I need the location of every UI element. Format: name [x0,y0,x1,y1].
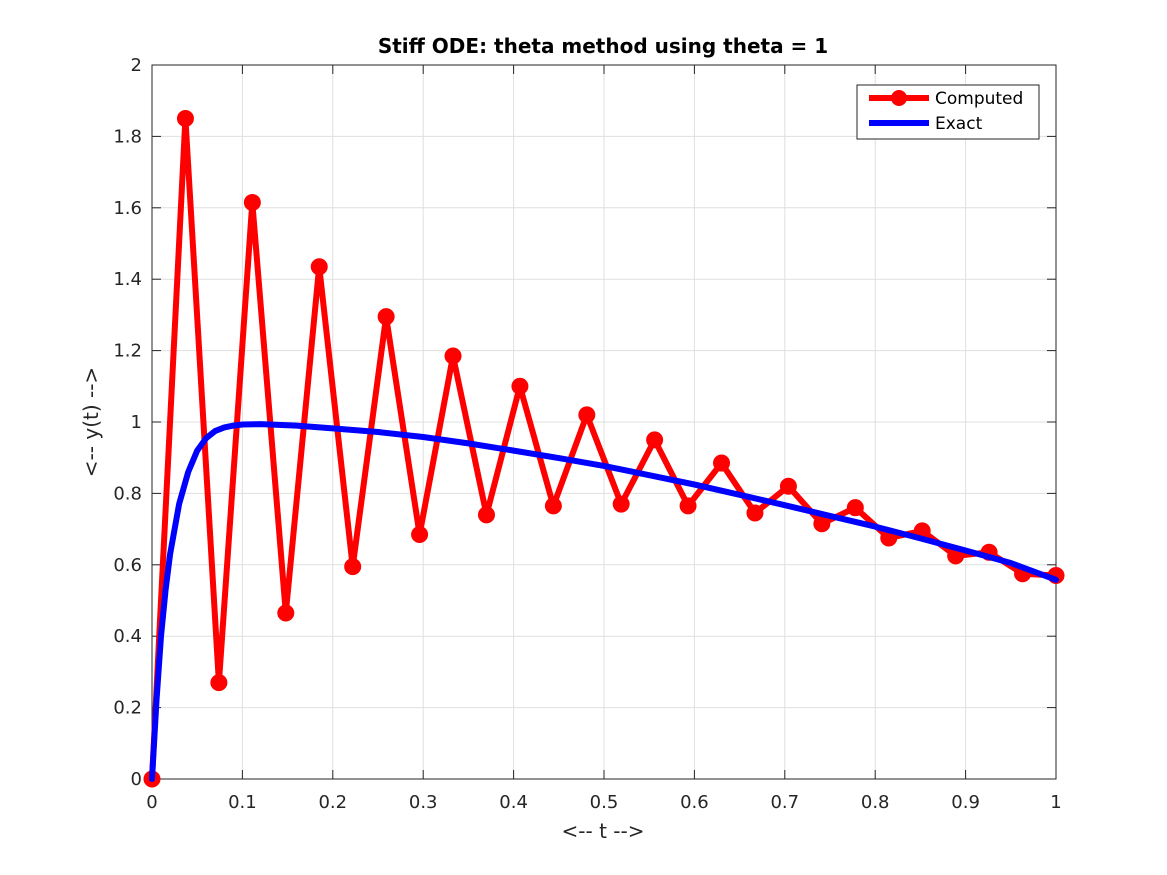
data-point-computed [310,258,328,276]
y-tick-label: 2 [131,55,142,76]
data-point-computed [210,674,228,692]
legend-computed-marker [891,90,907,106]
series-layer [143,110,1065,788]
data-point-computed [377,308,395,326]
data-point-computed [511,377,529,395]
data-point-computed [779,477,797,495]
x-tick-label: 0.8 [861,792,890,813]
data-point-computed [578,406,596,424]
y-tick-label: 0.4 [113,626,142,647]
x-tick-label: 0.6 [680,792,709,813]
legend: Computed Exact [856,84,1040,140]
x-axis-label: <-- t --> [562,819,645,843]
x-tick-label: 0.7 [770,792,799,813]
y-tick-label: 1 [131,412,142,433]
data-point-computed [746,504,764,522]
x-tick-label: 0.1 [228,792,257,813]
y-axis-label: <-- y(t) --> [79,367,103,477]
y-tick-label: 0.2 [113,698,142,719]
data-point-computed [243,193,261,211]
data-point-computed [277,604,295,622]
series-line-exact [149,421,1059,782]
x-tick-label: 0 [146,792,157,813]
y-tick-label: 1.8 [113,126,142,147]
y-tick-label: 1.6 [113,198,142,219]
data-point-computed [444,347,462,365]
legend-box [856,84,1040,140]
grid [151,64,1057,780]
data-point-computed [344,558,362,576]
data-point-computed [411,525,429,543]
data-point-computed [646,431,664,449]
data-point-computed [477,506,495,524]
legend-exact-label: Exact [935,114,983,134]
y-tick-label: 0.8 [113,483,142,504]
data-point-computed [713,454,731,472]
x-tick-label: 0.5 [590,792,619,813]
data-point-computed [176,110,194,128]
axes: 0 0.1 0.2 0.3 0.4 0.5 0.6 0.7 0.8 0.9 1 0 0.2 0.4 0.6 0… [113,55,1061,813]
data-point-computed [679,497,697,515]
y-tick-label: 0.6 [113,555,142,576]
x-tick-label: 0.4 [499,792,528,813]
data-point-computed [612,495,630,513]
x-tick-label: 0.2 [318,792,347,813]
x-tick-label: 0.9 [951,792,980,813]
data-point-computed [846,499,864,517]
y-tick-label: 0 [131,769,142,790]
x-tick-label: 1 [1050,792,1061,813]
legend-computed-label: Computed [935,89,1023,109]
data-point-computed [544,497,562,515]
x-tick-label: 0.3 [409,792,438,813]
y-tick-label: 1.4 [113,269,142,290]
y-tick-label: 1.2 [113,341,142,362]
chart-title: Stiff ODE: theta method using theta = 1 [378,34,828,58]
